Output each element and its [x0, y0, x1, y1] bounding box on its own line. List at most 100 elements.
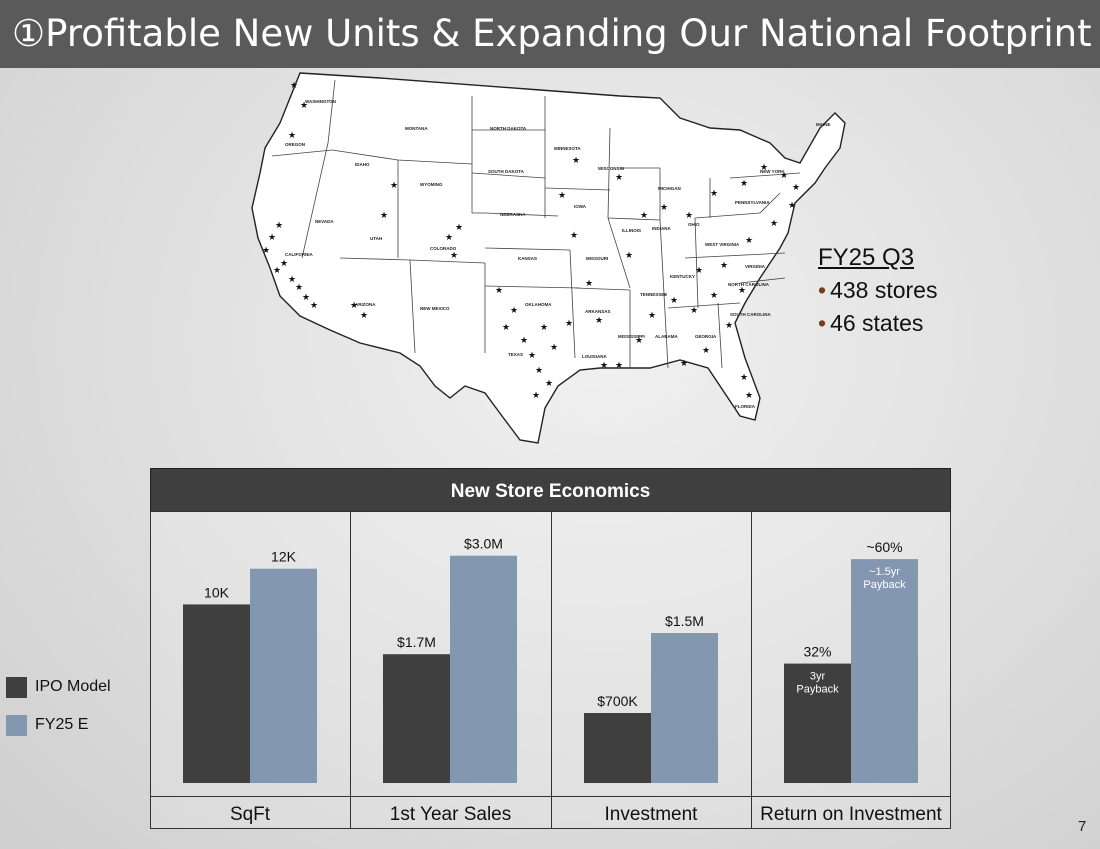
panel-divider	[751, 511, 752, 829]
bar	[183, 604, 250, 783]
bullet-icon: •	[818, 310, 827, 336]
legend-swatch	[6, 714, 27, 736]
svg-text:★: ★	[520, 336, 528, 346]
svg-text:★: ★	[660, 203, 668, 213]
state-label: MINNESOTA	[554, 146, 581, 151]
state-label: OHIO	[688, 222, 700, 227]
svg-text:★: ★	[710, 189, 718, 199]
state-label-group: WASHINGTON OREGON MONTANA IDAHO WYOMING …	[285, 99, 831, 409]
svg-text:★: ★	[635, 336, 643, 346]
stats-line: • 438 stores	[818, 274, 937, 307]
svg-text:★: ★	[745, 236, 753, 246]
svg-text:★: ★	[725, 321, 733, 331]
legend-label: FY25 E	[35, 716, 89, 733]
state-label: ILLINOIS	[622, 228, 641, 233]
legend-swatch	[6, 676, 27, 698]
bar-value-label: 32%	[803, 644, 831, 660]
category-label: SqFt	[230, 804, 271, 825]
legend-item: IPO Model	[6, 676, 111, 698]
state-label: KENTUCKY	[670, 274, 695, 279]
svg-text:★: ★	[445, 233, 453, 243]
state-label: NEW MEXICO	[420, 306, 450, 311]
bar-value-label: $3.0M	[464, 536, 503, 552]
svg-text:★: ★	[532, 391, 540, 401]
store-stats: FY25 Q3 • 438 stores • 46 states	[818, 242, 937, 340]
legend: IPO Model FY25 E	[6, 676, 111, 752]
bar	[784, 663, 851, 783]
svg-text:★: ★	[558, 191, 566, 201]
title-bar: ①Profitable New Units & Expanding Our Na…	[0, 0, 1100, 68]
state-label: VIRGINIA	[745, 264, 766, 269]
state-borders	[271, 79, 801, 369]
svg-text:★: ★	[685, 211, 693, 221]
page-number: 7	[1078, 818, 1087, 835]
svg-text:★: ★	[585, 279, 593, 289]
category-axis-line	[150, 796, 951, 797]
state-label: MONTANA	[405, 126, 428, 131]
state-label: NEBRASKA	[500, 212, 526, 217]
svg-text:★: ★	[690, 306, 698, 316]
state-label: CALIFORNIA	[285, 252, 313, 257]
svg-text:★: ★	[535, 366, 543, 376]
panel-divider	[350, 511, 351, 829]
svg-text:★: ★	[745, 391, 753, 401]
svg-text:★: ★	[300, 101, 308, 111]
state-label: ALABAMA	[655, 334, 678, 339]
svg-text:★: ★	[528, 351, 536, 361]
state-label: GEORGIA	[695, 334, 717, 339]
category-label: Return on Investment	[760, 804, 942, 825]
us-outline	[251, 72, 846, 444]
state-label: FLORIDA	[735, 404, 756, 409]
state-label: UTAH	[370, 236, 382, 241]
bar	[651, 633, 718, 783]
svg-text:★: ★	[600, 361, 608, 371]
svg-text:★: ★	[648, 311, 656, 321]
svg-text:★: ★	[788, 201, 796, 211]
legend-item: FY25 E	[6, 714, 111, 736]
state-count: 46 states	[830, 310, 924, 336]
bar	[383, 654, 450, 783]
svg-text:★: ★	[290, 81, 298, 91]
svg-text:★: ★	[740, 179, 748, 189]
state-label: LOUISIANA	[582, 354, 608, 359]
page-title: ①Profitable New Units & Expanding Our Na…	[12, 12, 1092, 55]
svg-text:★: ★	[288, 275, 296, 285]
state-label: OKLAHOMA	[525, 302, 552, 307]
state-label: ARIZONA	[355, 302, 376, 307]
svg-text:★: ★	[595, 316, 603, 326]
state-label: MICHIGAN	[658, 186, 681, 191]
state-label: WASHINGTON	[305, 99, 336, 104]
bar	[450, 555, 517, 783]
svg-text:★: ★	[310, 301, 318, 311]
svg-text:★: ★	[550, 343, 558, 353]
bar	[584, 713, 651, 783]
state-label: IDAHO	[355, 162, 370, 167]
svg-text:★: ★	[280, 259, 288, 269]
state-label: NEW YORK	[760, 169, 785, 174]
svg-text:★: ★	[502, 323, 510, 333]
svg-text:★: ★	[495, 286, 503, 296]
bar-value-label: $1.7M	[397, 634, 436, 650]
svg-text:★: ★	[738, 286, 746, 296]
bar-value-label: 12K	[271, 549, 297, 565]
svg-text:★: ★	[380, 211, 388, 221]
state-label: ARKANSAS	[585, 309, 611, 314]
bar-note: 3yr	[810, 671, 826, 683]
svg-text:★: ★	[450, 251, 458, 261]
svg-text:★: ★	[455, 223, 463, 233]
svg-text:★: ★	[680, 359, 688, 369]
store-count: 438 stores	[830, 277, 938, 303]
state-label: TENNESSEE	[640, 292, 667, 297]
svg-text:★: ★	[640, 211, 648, 221]
state-label: COLORADO	[430, 246, 457, 251]
state-label: NEVADA	[315, 219, 334, 224]
svg-text:★: ★	[625, 251, 633, 261]
state-label: IOWA	[574, 204, 587, 209]
svg-text:★: ★	[390, 181, 398, 191]
category-label: Investment	[605, 804, 699, 825]
state-label: MISSISSIPPI	[618, 334, 645, 339]
svg-text:★: ★	[702, 346, 710, 356]
bar-note: Payback	[863, 579, 906, 591]
svg-text:★: ★	[792, 183, 800, 193]
